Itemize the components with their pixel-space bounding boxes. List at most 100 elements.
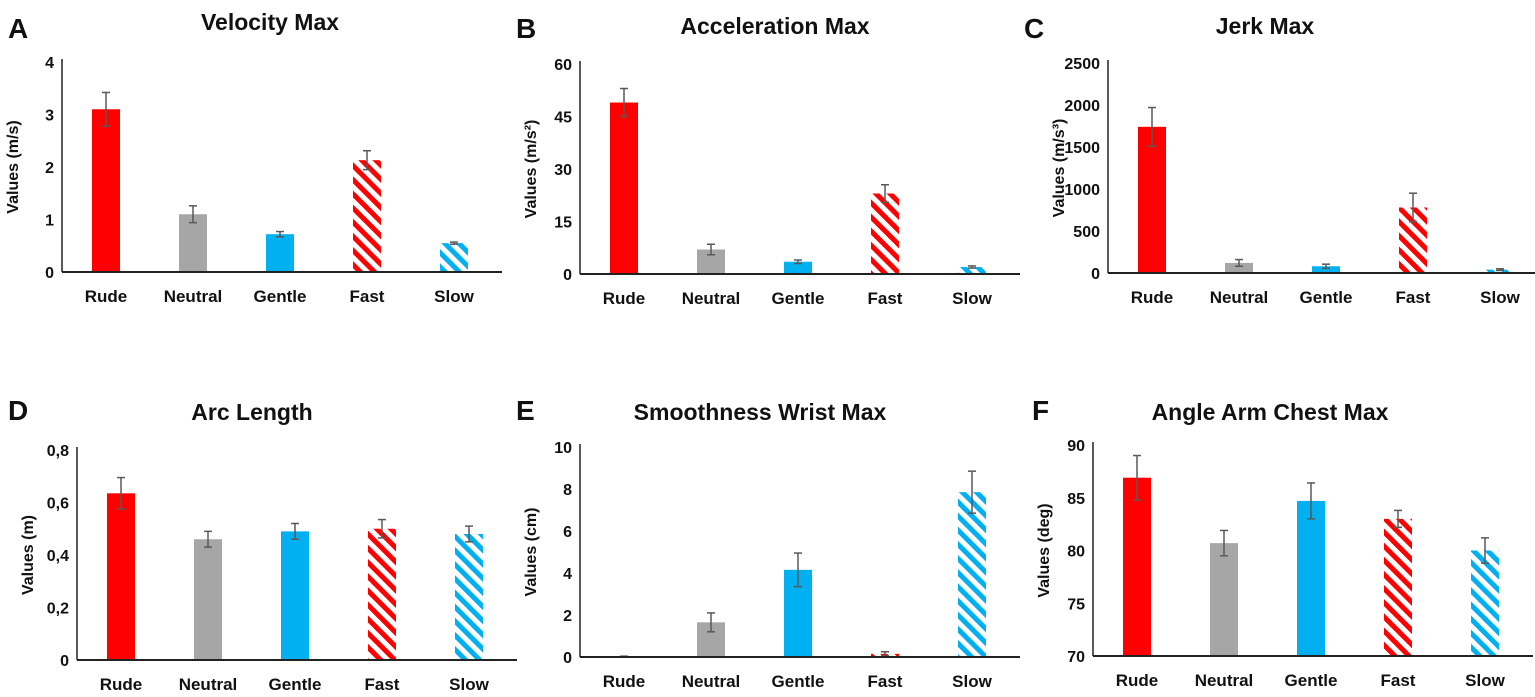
bar-rude bbox=[1123, 477, 1151, 656]
y-axis-label: Values (m) bbox=[20, 515, 37, 595]
bar-rude bbox=[107, 493, 135, 660]
y-tick-label: 70 bbox=[1067, 649, 1085, 666]
y-axis-label: Values (m/s) bbox=[5, 120, 22, 213]
y-tick-label: 4 bbox=[563, 566, 572, 583]
bar-rude bbox=[92, 109, 120, 272]
x-tick-label-rude: Rude bbox=[1131, 288, 1174, 307]
y-tick-label: 10 bbox=[554, 440, 572, 457]
x-tick-label-rude: Rude bbox=[85, 287, 128, 306]
x-tick-label-slow: Slow bbox=[952, 672, 992, 691]
y-tick-label: 0 bbox=[563, 650, 572, 667]
x-tick-label-neutral: Neutral bbox=[164, 287, 223, 306]
x-tick-label-slow: Slow bbox=[449, 675, 489, 694]
y-axis-label: Values (cm) bbox=[523, 508, 540, 597]
x-tick-label-neutral: Neutral bbox=[1195, 671, 1254, 690]
x-tick-label-slow: Slow bbox=[1465, 671, 1505, 690]
x-tick-label-fast: Fast bbox=[1381, 671, 1416, 690]
y-tick-label: 1500 bbox=[1064, 140, 1100, 157]
y-tick-label: 0 bbox=[60, 653, 69, 670]
bar-fast bbox=[871, 193, 899, 274]
bar-neutral bbox=[1210, 543, 1238, 656]
bar-gentle bbox=[1312, 266, 1340, 273]
bar-fast bbox=[353, 160, 381, 272]
y-tick-label: 75 bbox=[1067, 596, 1085, 613]
x-tick-label-slow: Slow bbox=[952, 289, 992, 308]
bar-slow bbox=[440, 243, 468, 272]
chart-title: Acceleration Max bbox=[680, 13, 869, 39]
y-tick-label: 15 bbox=[554, 215, 572, 232]
bar-neutral bbox=[1225, 262, 1253, 273]
bar-gentle bbox=[1297, 500, 1325, 656]
x-tick-label-neutral: Neutral bbox=[682, 672, 741, 691]
x-tick-label-fast: Fast bbox=[868, 289, 903, 308]
bar-neutral bbox=[179, 214, 207, 272]
x-tick-label-rude: Rude bbox=[603, 672, 646, 691]
x-tick-label-rude: Rude bbox=[100, 675, 143, 694]
bar-fast bbox=[368, 528, 396, 660]
y-tick-label: 3 bbox=[45, 108, 54, 125]
x-tick-label-neutral: Neutral bbox=[1210, 288, 1269, 307]
y-tick-label: 0,8 bbox=[47, 443, 69, 460]
y-tick-label: 60 bbox=[554, 57, 572, 74]
bar-slow bbox=[1486, 269, 1514, 273]
y-tick-label: 30 bbox=[554, 162, 572, 179]
y-tick-label: 500 bbox=[1073, 224, 1100, 241]
x-tick-label-fast: Fast bbox=[868, 672, 903, 691]
x-tick-label-fast: Fast bbox=[350, 287, 385, 306]
bar-slow bbox=[958, 267, 986, 274]
bar-neutral bbox=[194, 539, 222, 660]
x-tick-label-fast: Fast bbox=[365, 675, 400, 694]
panel-letter: B bbox=[516, 13, 536, 44]
y-tick-label: 0 bbox=[563, 267, 572, 284]
y-tick-label: 90 bbox=[1067, 438, 1085, 455]
x-tick-label-fast: Fast bbox=[1396, 288, 1431, 307]
x-tick-label-slow: Slow bbox=[1480, 288, 1520, 307]
y-axis-label: Values (m/s³) bbox=[1051, 119, 1068, 218]
bar-slow bbox=[455, 534, 483, 660]
y-tick-label: 1 bbox=[45, 213, 54, 230]
x-tick-label-slow: Slow bbox=[434, 287, 474, 306]
y-tick-label: 0 bbox=[45, 265, 54, 282]
y-tick-label: 80 bbox=[1067, 544, 1085, 561]
x-tick-label-gentle: Gentle bbox=[269, 675, 322, 694]
y-tick-label: 6 bbox=[563, 524, 572, 541]
bar-rude bbox=[1138, 126, 1166, 273]
x-tick-label-rude: Rude bbox=[603, 289, 646, 308]
y-tick-label: 85 bbox=[1067, 491, 1085, 508]
y-tick-label: 45 bbox=[554, 110, 572, 127]
x-tick-label-rude: Rude bbox=[1116, 671, 1159, 690]
bar-gentle bbox=[266, 234, 294, 272]
y-tick-label: 0,4 bbox=[47, 548, 69, 565]
x-tick-label-neutral: Neutral bbox=[682, 289, 741, 308]
x-tick-label-gentle: Gentle bbox=[1285, 671, 1338, 690]
panel-letter: F bbox=[1032, 395, 1049, 426]
y-tick-label: 2 bbox=[45, 160, 54, 177]
chart-title: Smoothness Wrist Max bbox=[634, 399, 887, 425]
y-tick-label: 0,2 bbox=[47, 601, 69, 618]
panel-letter: A bbox=[8, 13, 28, 44]
y-tick-label: 0,6 bbox=[47, 496, 69, 513]
y-tick-label: 2 bbox=[563, 608, 572, 625]
y-axis-label: Values (deg) bbox=[1036, 503, 1053, 597]
y-axis-label: Values (m/s²) bbox=[523, 120, 540, 219]
chart-title: Velocity Max bbox=[201, 9, 339, 35]
y-tick-label: 8 bbox=[563, 482, 572, 499]
bar-slow bbox=[958, 492, 986, 657]
chart-title: Arc Length bbox=[191, 399, 312, 425]
bar-gentle bbox=[281, 531, 309, 660]
bar-rude bbox=[610, 102, 638, 274]
x-tick-label-gentle: Gentle bbox=[772, 289, 825, 308]
bar-fast bbox=[1384, 518, 1412, 656]
chart-title: Jerk Max bbox=[1216, 13, 1315, 39]
y-tick-label: 2500 bbox=[1064, 56, 1100, 73]
x-tick-label-gentle: Gentle bbox=[254, 287, 307, 306]
bar-slow bbox=[1471, 550, 1499, 656]
y-tick-label: 4 bbox=[45, 55, 54, 72]
x-tick-label-neutral: Neutral bbox=[179, 675, 238, 694]
bar-gentle bbox=[784, 261, 812, 274]
y-tick-label: 1000 bbox=[1064, 182, 1100, 199]
panel-letter: C bbox=[1024, 13, 1044, 44]
panel-letter: D bbox=[8, 395, 28, 426]
y-tick-label: 2000 bbox=[1064, 98, 1100, 115]
